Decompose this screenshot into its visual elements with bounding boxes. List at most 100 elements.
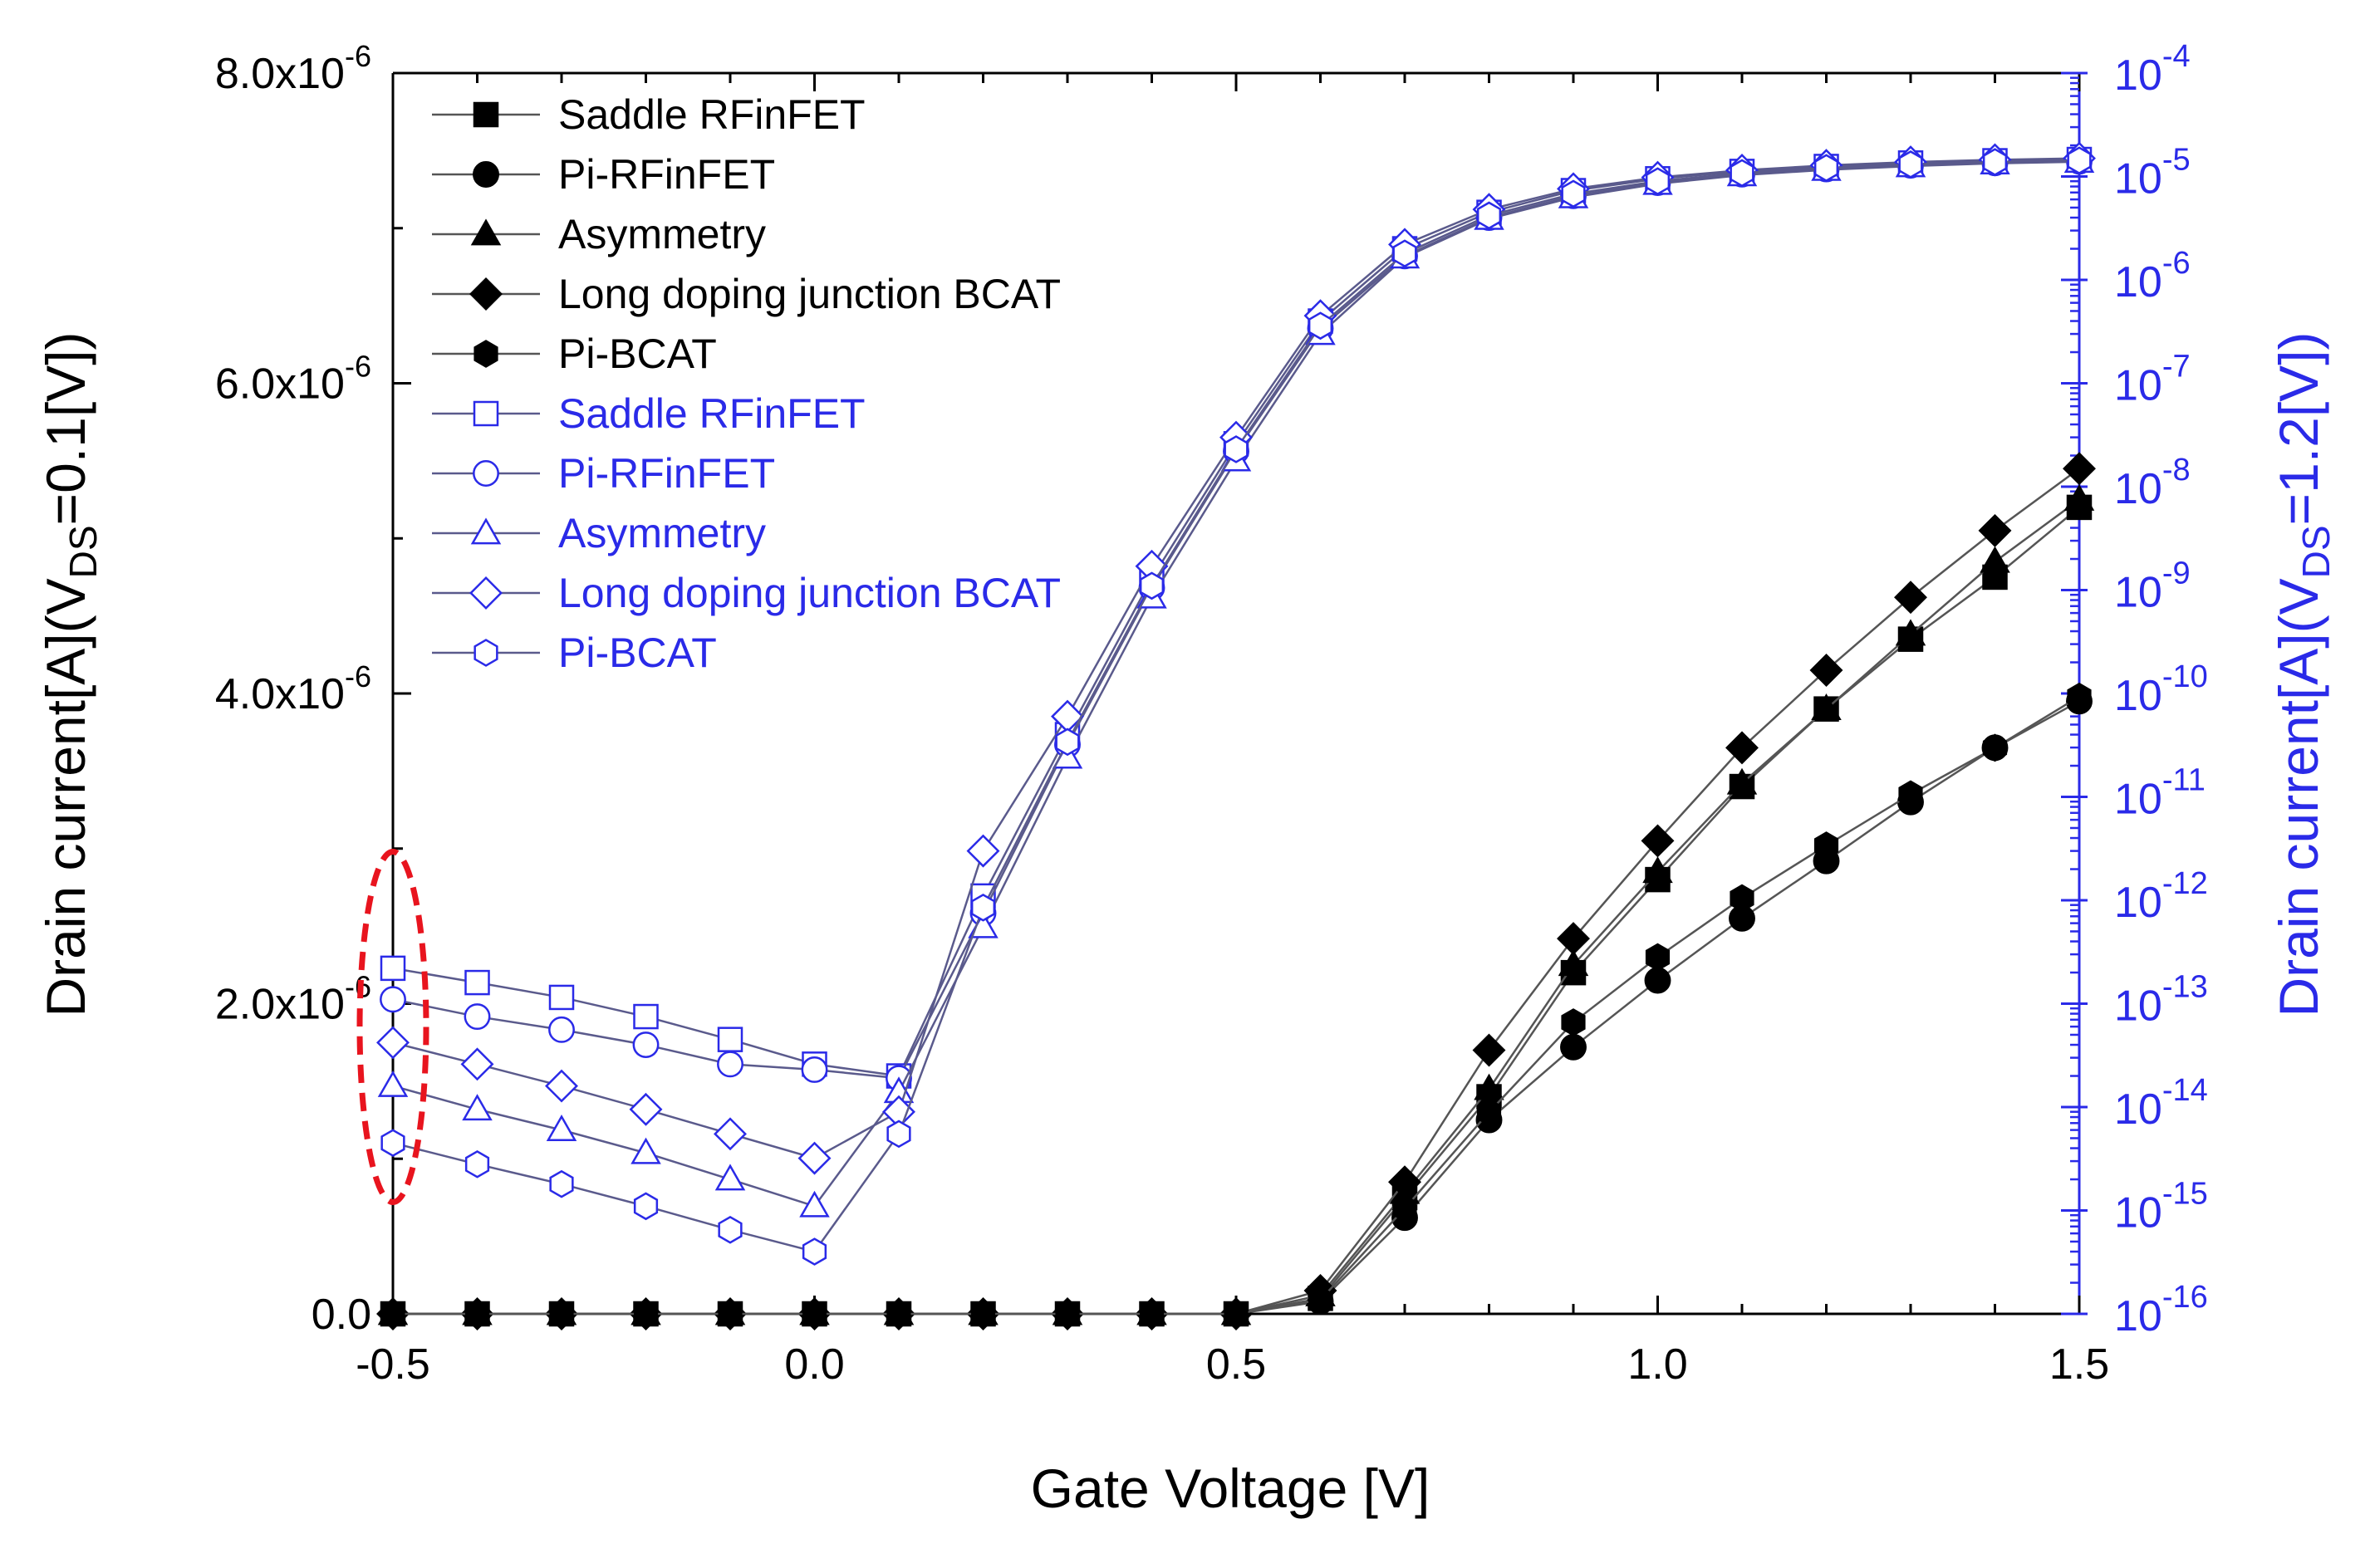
series-group	[376, 141, 2096, 1330]
point-3-18	[1894, 581, 1927, 615]
y-left-tick-label-4: 8.0x10-6	[215, 39, 371, 98]
point-3-17	[1809, 654, 1843, 687]
point-4-5	[802, 1300, 827, 1328]
point-4-18	[1898, 780, 1923, 809]
legend-item-6: Pi-RFinFET	[432, 450, 775, 497]
point-2-18	[1895, 619, 1926, 646]
point-5-3	[633, 1003, 659, 1030]
point-5-2	[548, 984, 575, 1011]
point-9-18	[1898, 150, 1923, 179]
legend-marker-4	[474, 340, 498, 368]
point-2-16	[1726, 767, 1758, 795]
y-right-tick-label-m15: 10-15	[2114, 1177, 2208, 1237]
point-4-15	[1645, 943, 1671, 972]
point-6-5	[801, 1056, 828, 1083]
point-2-19	[1980, 546, 2010, 573]
point-3-16	[1725, 731, 1759, 765]
point-9-19	[1982, 148, 2008, 176]
point-4-13	[1476, 1098, 1502, 1127]
y-left-tick-label-3: 6.0x10-6	[215, 350, 371, 409]
x-axis-title: Gate Voltage [V]	[1031, 1458, 1430, 1519]
x-tick-label-m0m5: -0.5	[356, 1340, 430, 1389]
legend-label-9: Pi-BCAT	[558, 630, 717, 676]
legend-label-5: Saddle RFinFET	[558, 390, 866, 437]
y-right-tick-label-m10: 10-10	[2114, 659, 2208, 720]
point-9-3	[633, 1192, 659, 1221]
legend-marker-8	[469, 576, 503, 610]
point-7-5	[799, 1190, 830, 1218]
point-8-1	[460, 1047, 494, 1081]
point-9-15	[1645, 167, 1671, 196]
y-right-tick-label-m11: 10-11	[2114, 763, 2206, 824]
point-9-13	[1476, 201, 1502, 230]
x-tick-label-1: 1.0	[1627, 1340, 1687, 1389]
annotation-ellipse	[356, 848, 429, 1206]
point-4-20	[2067, 682, 2092, 711]
point-9-14	[1561, 179, 1586, 208]
point-8-7	[966, 834, 1000, 868]
point-4-14	[1561, 1008, 1586, 1036]
legend-item-2: Asymmetry	[432, 211, 766, 257]
point-7-2	[546, 1115, 577, 1141]
legend-item-3: Long doping junction BCAT	[432, 271, 1061, 317]
legend-label-1: Pi-RFinFET	[558, 151, 775, 198]
y-axis-left-title: Drain current[A](VDS=0.1[V])	[35, 331, 105, 1017]
point-8-4	[714, 1117, 747, 1151]
point-5-1	[464, 969, 490, 996]
point-3-15	[1641, 824, 1675, 858]
point-3-13	[1472, 1033, 1506, 1067]
point-7-1	[462, 1094, 493, 1121]
legend-label-8: Long doping junction BCAT	[558, 570, 1061, 616]
y-left-title-tail: =0.1[V])	[35, 331, 96, 525]
point-9-4	[718, 1215, 743, 1244]
point-6-1	[464, 1003, 491, 1031]
point-9-9	[1139, 571, 1165, 600]
point-6-0	[380, 986, 406, 1013]
point-3-14	[1557, 922, 1590, 956]
y-right-tick-label-m12: 10-12	[2114, 866, 2208, 927]
y-right-tick-label-m7: 10-7	[2114, 350, 2191, 410]
legend-marker-3	[469, 277, 503, 311]
point-4-12	[1392, 1194, 1417, 1223]
point-4-9	[1139, 1300, 1165, 1328]
point-7-3	[631, 1137, 661, 1164]
point-9-5	[802, 1237, 827, 1266]
y-right-title-tail: =1.2[V])	[2268, 331, 2329, 525]
y-right-tick-label-m8: 10-8	[2114, 453, 2191, 513]
point-4-17	[1813, 831, 1839, 860]
legend-label-3: Long doping junction BCAT	[558, 271, 1061, 317]
ticks: -0.5 0.0 0.5 1.0 1.50.02.0x10-64.0x10-66.0x1…	[215, 39, 2208, 1389]
point-4-8	[1055, 1300, 1080, 1328]
point-5-0	[380, 955, 406, 982]
axes	[391, 71, 2081, 1316]
series-4	[380, 682, 2092, 1328]
y-right-tick-label-m4: 10-4	[2114, 39, 2191, 100]
point-3-20	[2063, 452, 2096, 486]
point-9-2	[549, 1169, 574, 1198]
point-4-2	[549, 1300, 574, 1328]
y-right-title-sub: DS	[2294, 525, 2338, 578]
point-4-19	[1982, 733, 2008, 762]
y-axis-right-title: Drain current[A](VDS=1.2[V])	[2268, 331, 2338, 1017]
y-right-tick-label-m13: 10-13	[2114, 970, 2208, 1031]
point-9-0	[380, 1129, 405, 1158]
point-1-15	[1644, 967, 1671, 994]
point-8-3	[629, 1092, 663, 1126]
point-3-19	[1978, 513, 2012, 547]
x-tick-label-0: 0.0	[784, 1340, 844, 1389]
point-9-12	[1392, 239, 1417, 268]
point-9-11	[1308, 311, 1333, 341]
legend-item-1: Pi-RFinFET	[432, 151, 775, 198]
point-6-2	[548, 1016, 575, 1043]
point-9-1	[464, 1149, 490, 1178]
legend: Saddle RFinFET Pi-RFinFET Asymmetry Long do…	[432, 91, 1061, 676]
legend-marker-0	[473, 101, 499, 128]
annotation-group	[356, 848, 429, 1206]
point-4-6	[886, 1300, 911, 1328]
point-8-2	[545, 1069, 578, 1103]
point-5-4	[717, 1027, 743, 1052]
point-9-20	[2067, 146, 2092, 175]
point-9-16	[1730, 159, 1754, 188]
series-line-2	[393, 498, 2080, 1316]
